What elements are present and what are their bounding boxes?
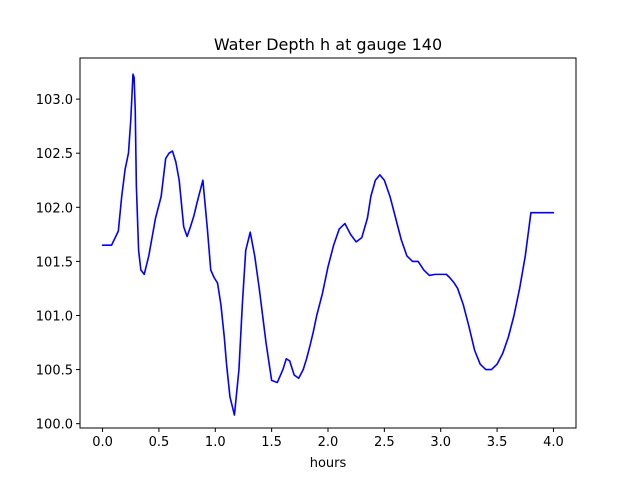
x-tick-label: 2.0 bbox=[318, 435, 339, 450]
x-tick-label: 2.5 bbox=[374, 435, 395, 450]
x-tick-label: 4.0 bbox=[543, 435, 564, 450]
y-tick-label: 100.0 bbox=[36, 418, 73, 433]
series-layer bbox=[101, 73, 555, 416]
x-tick-label: 3.0 bbox=[430, 435, 451, 450]
y-axis: 100.0 100.5 101.0 101.5 102.0 102.5 103.0 bbox=[36, 93, 80, 433]
y-tick-label: 101.5 bbox=[36, 255, 73, 270]
series-line-0 bbox=[101, 73, 555, 416]
x-tick-label: 0.0 bbox=[92, 435, 113, 450]
x-tick-label: 1.0 bbox=[205, 435, 226, 450]
y-tick-label: 103.0 bbox=[36, 93, 73, 108]
y-tick-label: 102.0 bbox=[36, 201, 73, 216]
y-tick-label: 101.0 bbox=[36, 309, 73, 324]
x-tick-label: 1.5 bbox=[261, 435, 282, 450]
x-axis: 0.0 0.5 1.0 1.5 2.0 2.5 3.0 3.5 4.0 bbox=[92, 428, 564, 450]
x-axis-label: hours bbox=[310, 456, 347, 471]
chart-title: Water Depth h at gauge 140 bbox=[214, 35, 442, 54]
y-tick-label: 102.5 bbox=[36, 147, 73, 162]
x-tick-label: 0.5 bbox=[149, 435, 170, 450]
y-tick-label: 100.5 bbox=[36, 364, 73, 379]
x-tick-label: 3.5 bbox=[487, 435, 508, 450]
